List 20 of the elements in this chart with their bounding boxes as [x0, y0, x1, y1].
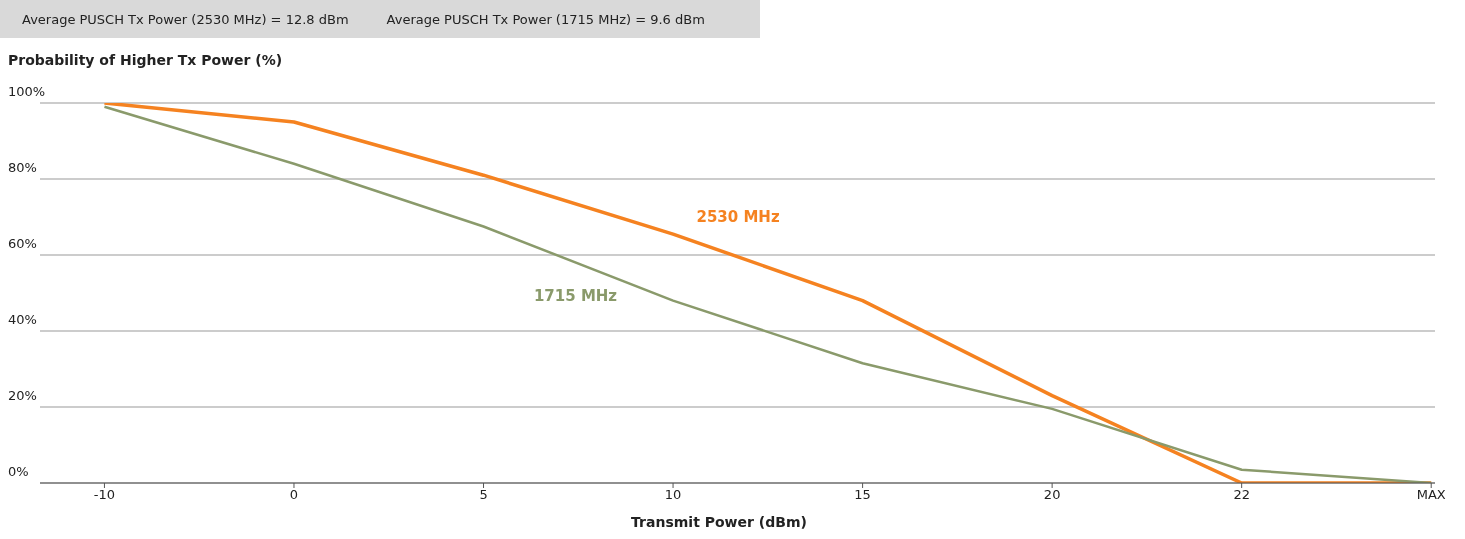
y-tick-label: 40% — [8, 312, 37, 327]
y-tick-label: 80% — [8, 160, 37, 175]
x-tick-label: MAX — [1416, 487, 1446, 503]
x-tick-label: -10 — [93, 487, 116, 503]
x-tick-label: 20 — [1043, 487, 1061, 503]
y-axis-title: Probability of Higher Tx Power (%) — [8, 52, 283, 68]
y-tick-label: 60% — [8, 236, 37, 251]
text: Average PUSCH Tx Power (2530 MHz) = 12.8 dBm — [22, 11, 349, 27]
x-tick-label: 0 — [289, 487, 299, 503]
x-tick-label: 15 — [854, 487, 871, 503]
y-tick-label: 20% — [8, 388, 37, 403]
x-tick-label: 5 — [479, 487, 488, 503]
x-axis-title: Transmit Power (dBm) — [630, 514, 808, 530]
series-label: 2530 MHz — [696, 208, 780, 227]
series-label: 1715 MHz — [533, 286, 618, 305]
text: Average PUSCH Tx Power (1715 MHz) = 9.6 dBm — [386, 11, 705, 27]
x-tick-label: 22 — [1233, 487, 1250, 503]
x-tick-label: 10 — [664, 487, 682, 503]
y-tick-label: 0% — [8, 464, 29, 479]
y-tick-label: 100% — [8, 84, 46, 99]
